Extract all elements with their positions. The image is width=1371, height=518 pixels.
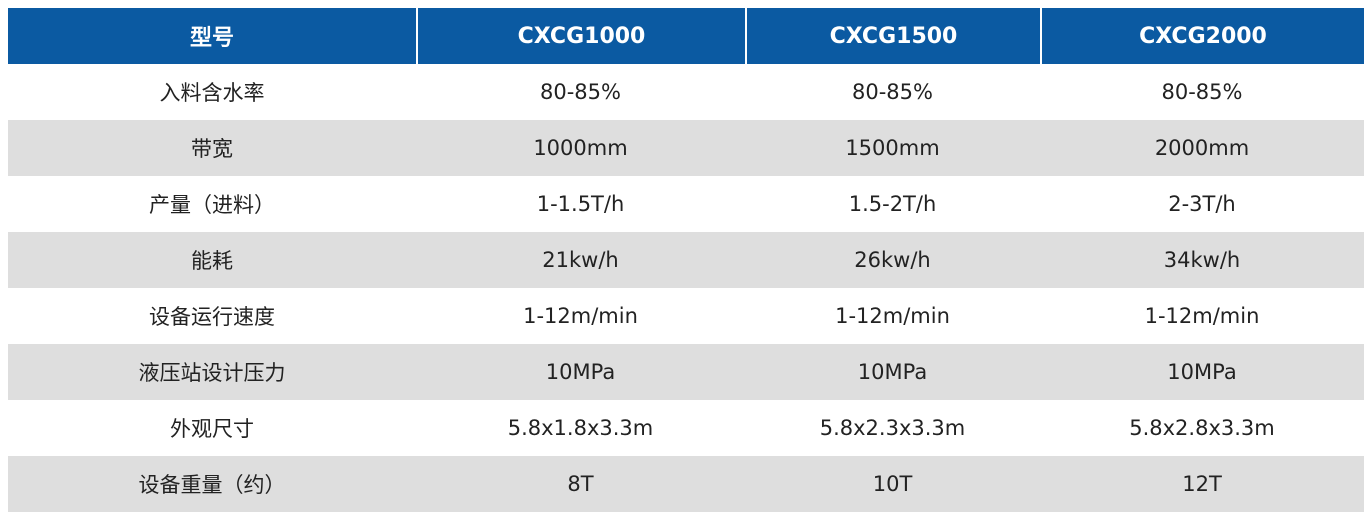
- header-row: 型号 CXCG1000 CXCG1500 CXCG2000: [8, 8, 1364, 64]
- table-cell: 21kw/h: [542, 248, 619, 272]
- table-row: 设备运行速度 1-12m/min 1-12m/min 1-12m/min: [8, 288, 1364, 344]
- row-label: 外观尺寸: [170, 417, 254, 441]
- table-row: 液压站设计压力 10MPa 10MPa 10MPa: [8, 344, 1364, 400]
- table-cell: 1-12m/min: [523, 304, 638, 328]
- table-cell: 1500mm: [845, 136, 940, 160]
- table-row: 入料含水率 80-85% 80-85% 80-85%: [8, 64, 1364, 120]
- table-cell: 80-85%: [1161, 80, 1243, 104]
- row-label: 入料含水率: [159, 81, 265, 105]
- table-cell: 1-1.5T/h: [536, 192, 625, 216]
- table-row: 带宽 1000mm 1500mm 2000mm: [8, 120, 1364, 176]
- table-cell: 2000mm: [1154, 136, 1250, 160]
- table-cell: 10MPa: [545, 360, 616, 384]
- table-row: 产量（进料） 1-1.5T/h 1.5-2T/h 2-3T/h: [8, 176, 1364, 232]
- spec-table: 型号 CXCG1000 CXCG1500 CXCG2000 入料含水率 80-85% 80-…: [8, 8, 1364, 512]
- row-label: 带宽: [191, 137, 233, 161]
- row-label: 设备重量（约）: [138, 473, 286, 497]
- table-cell: 1-12m/min: [835, 304, 950, 328]
- table-cell: 1000mm: [533, 136, 628, 160]
- table-cell: 10MPa: [857, 360, 928, 384]
- header-cell: 型号: [8, 8, 416, 64]
- header-cell: CXCG2000: [1042, 8, 1364, 64]
- row-label: 液压站设计压力: [138, 361, 286, 385]
- table-cell: 80-85%: [540, 80, 621, 104]
- table-cell: 10T: [872, 472, 913, 496]
- header-cell: CXCG1500: [747, 8, 1040, 64]
- table-row: 能耗 21kw/h 26kw/h 34kw/h: [8, 232, 1364, 288]
- table-cell: 5.8x2.8x3.3m: [1129, 416, 1275, 440]
- table-cell: 5.8x2.3x3.3m: [819, 416, 966, 440]
- table-cell: 2-3T/h: [1168, 192, 1236, 216]
- table-cell: 1.5-2T/h: [848, 192, 937, 216]
- table-row: 外观尺寸 5.8x1.8x3.3m 5.8x2.3x3.3m 5.8x2.8x3.3m: [8, 400, 1364, 456]
- table-cell: 1-12m/min: [1144, 304, 1260, 328]
- table-cell: 10MPa: [1167, 360, 1237, 384]
- table-cell: 80-85%: [852, 80, 933, 104]
- row-label: 产量（进料）: [149, 193, 275, 217]
- table-cell: 26kw/h: [854, 248, 931, 272]
- table-row: 设备重量（约） 8T 10T 12T: [8, 456, 1364, 512]
- table-cell: 34kw/h: [1163, 248, 1241, 272]
- row-label: 设备运行速度: [149, 305, 275, 329]
- row-label: 能耗: [191, 249, 233, 273]
- table-cell: 12T: [1182, 472, 1222, 496]
- table-cell: 5.8x1.8x3.3m: [507, 416, 654, 440]
- header-cell: CXCG1000: [418, 8, 745, 64]
- table-cell: 8T: [567, 472, 594, 496]
